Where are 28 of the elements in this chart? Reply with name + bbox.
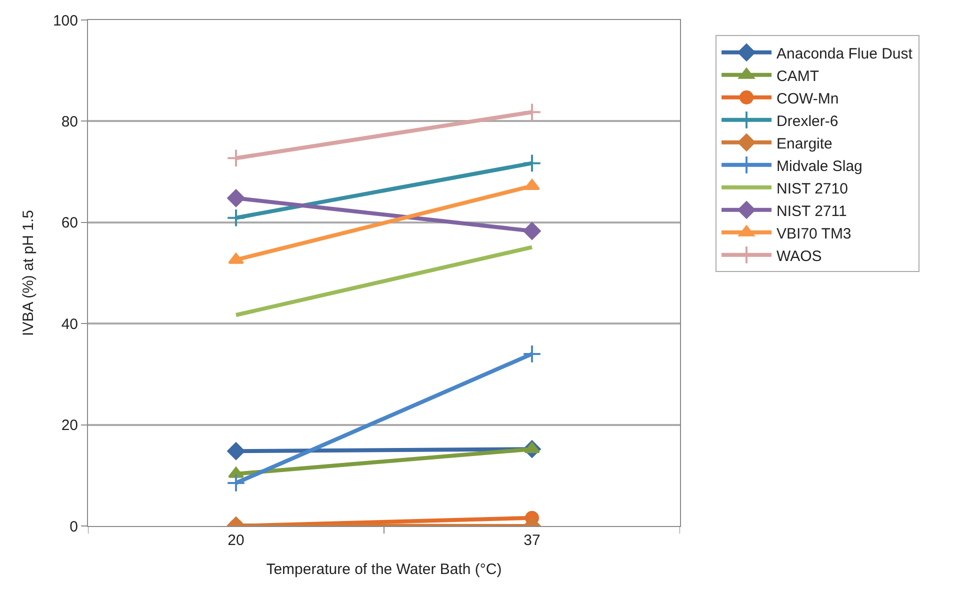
y-tick-label: 60: [61, 214, 78, 232]
point: [226, 474, 246, 492]
legend-label: Anaconda Flue Dust: [776, 45, 914, 62]
point: [227, 189, 245, 207]
x-axis-title: Temperature of the Water Bath (°C): [266, 561, 502, 578]
y-axis-title: IVBA (%) at pH 1.5: [20, 210, 38, 336]
legend-label: VBI70 TM3: [776, 225, 852, 242]
y-tick-label: 80: [61, 113, 78, 130]
point: [522, 102, 542, 122]
point: [523, 222, 541, 240]
point: [226, 148, 246, 168]
point: [226, 208, 246, 228]
y-tick-label: 20: [61, 417, 78, 434]
y-tick-label: 0: [70, 518, 78, 536]
legend-label: WAOS: [776, 248, 822, 265]
point: [227, 442, 245, 460]
legend-label: Enargite: [776, 135, 832, 152]
x-tick-label: 37: [524, 532, 540, 549]
legend-label: COW-Mn: [776, 90, 839, 108]
point: [522, 344, 542, 364]
legend-label: CAMT: [776, 68, 820, 85]
legend-label: NIST 2710: [776, 180, 848, 198]
legend-label: NIST 2711: [776, 202, 847, 220]
legend-label: Drexler-6: [776, 112, 838, 130]
y-tick-label: 100: [52, 12, 78, 30]
legend-label: Midvale Slag: [776, 158, 862, 175]
point: [522, 154, 542, 173]
y-tick-label: 40: [61, 316, 78, 333]
